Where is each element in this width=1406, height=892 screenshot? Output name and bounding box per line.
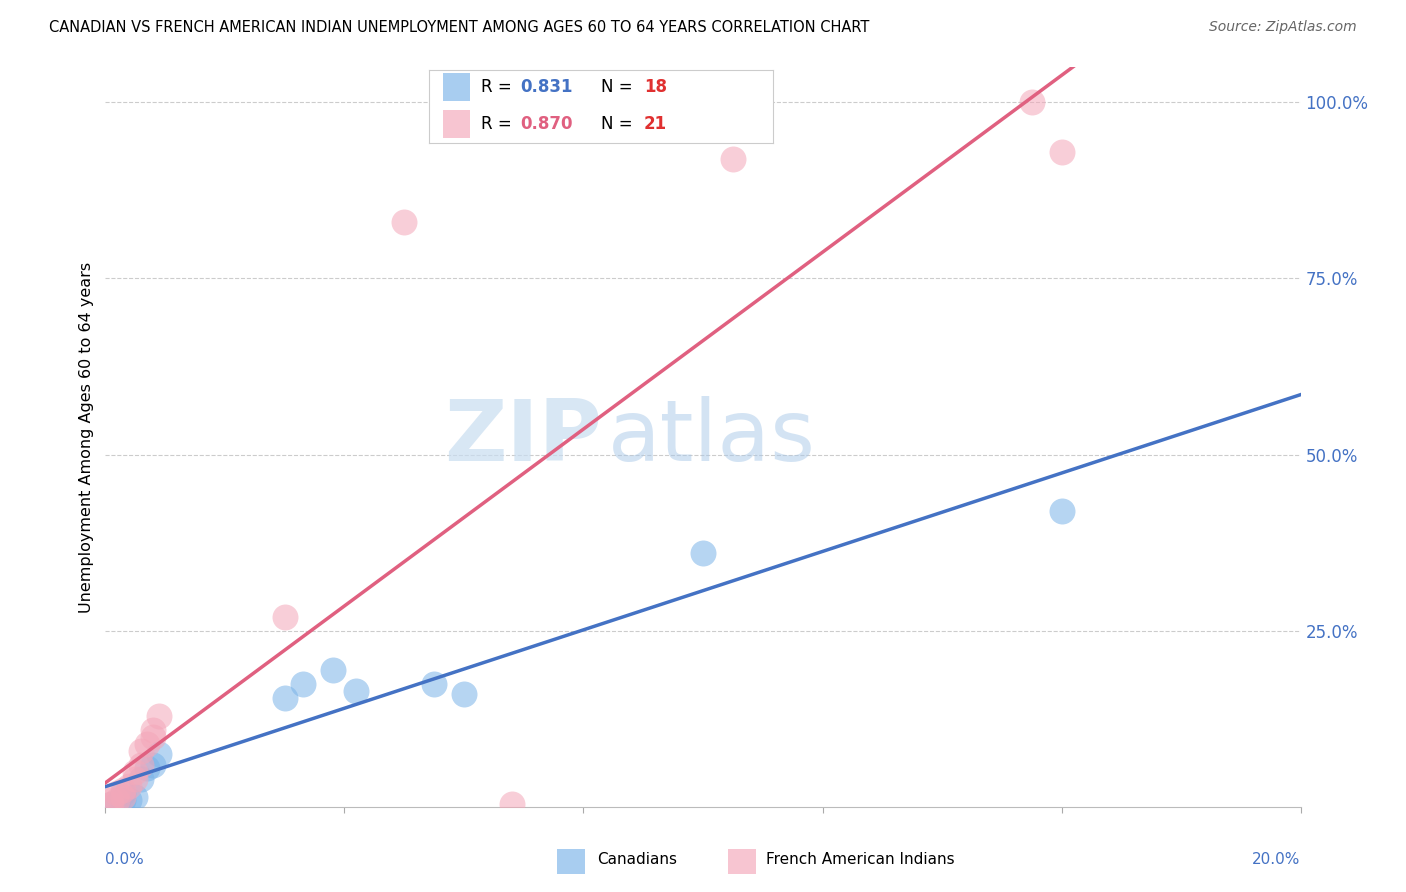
Point xyxy=(124,764,146,779)
Point xyxy=(501,797,523,811)
Point xyxy=(118,793,141,807)
Text: 0.0%: 0.0% xyxy=(105,852,145,867)
Text: N =: N = xyxy=(602,115,638,133)
FancyBboxPatch shape xyxy=(443,73,470,101)
Point xyxy=(394,215,416,229)
Point xyxy=(273,610,295,624)
Point xyxy=(100,797,122,811)
Point xyxy=(112,789,135,804)
Point xyxy=(1021,95,1043,110)
Point xyxy=(148,708,170,723)
Y-axis label: Unemployment Among Ages 60 to 64 years: Unemployment Among Ages 60 to 64 years xyxy=(79,261,94,613)
Point xyxy=(118,779,141,793)
Text: 0.831: 0.831 xyxy=(520,78,572,96)
Text: 20.0%: 20.0% xyxy=(1253,852,1301,867)
Text: French American Indians: French American Indians xyxy=(766,852,955,867)
Text: R =: R = xyxy=(481,115,516,133)
Point xyxy=(129,772,153,786)
Text: Source: ZipAtlas.com: Source: ZipAtlas.com xyxy=(1209,20,1357,34)
Point xyxy=(107,793,129,807)
Point xyxy=(453,688,475,702)
Point xyxy=(148,747,170,762)
Point xyxy=(100,797,122,811)
Text: Canadians: Canadians xyxy=(598,852,678,867)
Point xyxy=(107,797,129,811)
Point xyxy=(321,663,344,677)
Point xyxy=(1050,504,1073,518)
Text: 21: 21 xyxy=(644,115,668,133)
Text: CANADIAN VS FRENCH AMERICAN INDIAN UNEMPLOYMENT AMONG AGES 60 TO 64 YEARS CORREL: CANADIAN VS FRENCH AMERICAN INDIAN UNEMP… xyxy=(49,20,869,35)
Point xyxy=(346,684,368,698)
Point xyxy=(136,737,159,751)
Point xyxy=(1050,145,1073,159)
Text: R =: R = xyxy=(481,78,516,96)
Point xyxy=(136,762,159,776)
Text: N =: N = xyxy=(602,78,638,96)
Point xyxy=(100,793,122,807)
Text: 18: 18 xyxy=(644,78,666,96)
Point xyxy=(124,772,146,786)
Text: atlas: atlas xyxy=(607,395,815,479)
FancyBboxPatch shape xyxy=(443,110,470,137)
Point xyxy=(142,723,165,737)
Point xyxy=(692,546,714,560)
Point xyxy=(124,789,146,804)
Text: ZIP: ZIP xyxy=(444,395,602,479)
Point xyxy=(291,677,314,691)
Text: 0.870: 0.870 xyxy=(520,115,572,133)
Point xyxy=(112,782,135,797)
Point xyxy=(721,152,744,166)
Point xyxy=(129,758,153,772)
Point xyxy=(423,677,446,691)
Point xyxy=(112,793,135,807)
Point xyxy=(112,786,135,800)
Point xyxy=(107,786,129,800)
Point xyxy=(129,744,153,758)
Point xyxy=(142,758,165,772)
Point xyxy=(142,730,165,744)
Point xyxy=(273,690,295,705)
